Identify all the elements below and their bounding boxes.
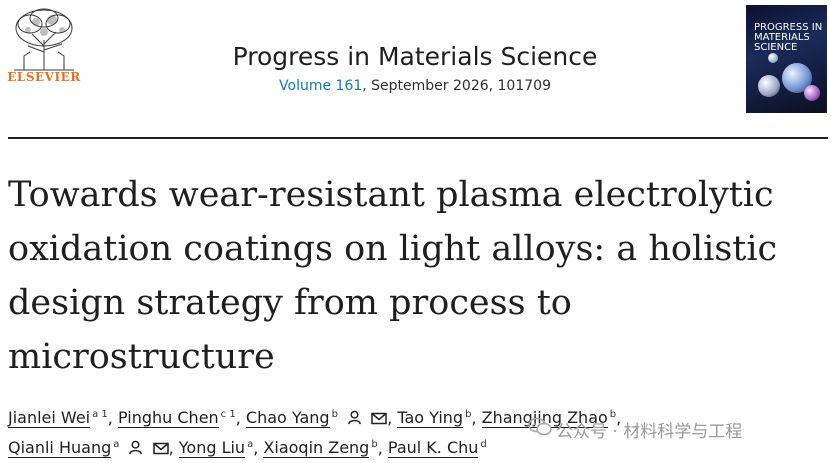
affiliation-marker[interactable]: b (371, 439, 378, 450)
author-separator: , (377, 438, 383, 458)
cover-graphic (768, 53, 778, 63)
cover-graphic (804, 85, 820, 101)
author-link[interactable]: Xiaoqin Zeng (263, 438, 370, 459)
affiliation-marker[interactable]: a (113, 439, 120, 450)
author-separator: , (253, 438, 259, 458)
cover-graphic (758, 75, 780, 97)
affiliation-marker[interactable]: b (331, 409, 338, 420)
journal-cover-image[interactable]: PROGRESS IN MATERIALS SCIENCE (746, 5, 827, 113)
author-link[interactable]: Tao Ying (397, 408, 464, 429)
affiliation-marker[interactable]: a (247, 439, 254, 450)
author-separator: , (168, 438, 174, 458)
author-separator: , (235, 408, 241, 428)
wechat-watermark: 公众号 · 材料科学与工程 (528, 416, 742, 442)
affiliation-marker[interactable]: d (480, 439, 487, 450)
affiliation-marker[interactable]: b (609, 409, 617, 420)
cover-title: PROGRESS IN MATERIALS SCIENCE (754, 22, 823, 53)
author-link[interactable]: Qianli Huang (8, 438, 112, 459)
journal-header: ELSEVIER Progress in Materials Science V… (0, 0, 831, 138)
person-icon[interactable] (347, 407, 362, 433)
author-line: Qianli Huang a , Yong Liu a, Xiaoqin Zeng b… (8, 432, 608, 462)
person-icon[interactable] (128, 437, 143, 463)
author-link[interactable]: Pinghu Chen (117, 408, 219, 429)
author-separator: , (107, 408, 113, 428)
author-line: Jianlei Wei a 1, Pinghu Chen c 1, Chao Yan… (8, 402, 621, 433)
mail-icon[interactable] (152, 437, 169, 463)
author-link[interactable]: Yong Liu (178, 438, 246, 459)
publisher-name: ELSEVIER (7, 70, 81, 84)
affiliation-marker[interactable]: a 1 (92, 409, 108, 420)
wechat-icon (528, 417, 552, 442)
journal-title-link[interactable]: Progress in Materials Science (232, 42, 598, 71)
watermark-text: 公众号 · 材料科学与工程 (556, 421, 743, 442)
issue-date-article-number: , September 2026, 101709 (362, 78, 551, 94)
journal-info: Progress in Materials Science Volume 161… (190, 40, 640, 94)
author-list: Jianlei Wei a 1, Pinghu Chen c 1, Chao Yan… (8, 402, 621, 462)
header-divider (8, 137, 828, 139)
author-link[interactable]: Chao Yang (245, 408, 330, 429)
elsevier-tree-logo[interactable] (6, 6, 82, 90)
issue-info: Volume 161, September 2026, 101709 (190, 78, 640, 94)
author-link[interactable]: Zhangjing Zhao (481, 408, 608, 429)
author-separator: , (387, 408, 393, 428)
author-separator: , (616, 408, 622, 428)
volume-link[interactable]: Volume 161 (279, 78, 363, 94)
article-title: Towards wear-resistant plasma electrolyt… (8, 175, 778, 377)
author-link[interactable]: Jianlei Wei (8, 408, 91, 429)
mail-icon[interactable] (371, 407, 387, 433)
author-link[interactable]: Paul K. Chu (387, 438, 479, 459)
author-separator: , (471, 408, 477, 428)
affiliation-marker[interactable]: b (465, 409, 472, 420)
affiliation-marker[interactable]: c 1 (220, 409, 236, 420)
